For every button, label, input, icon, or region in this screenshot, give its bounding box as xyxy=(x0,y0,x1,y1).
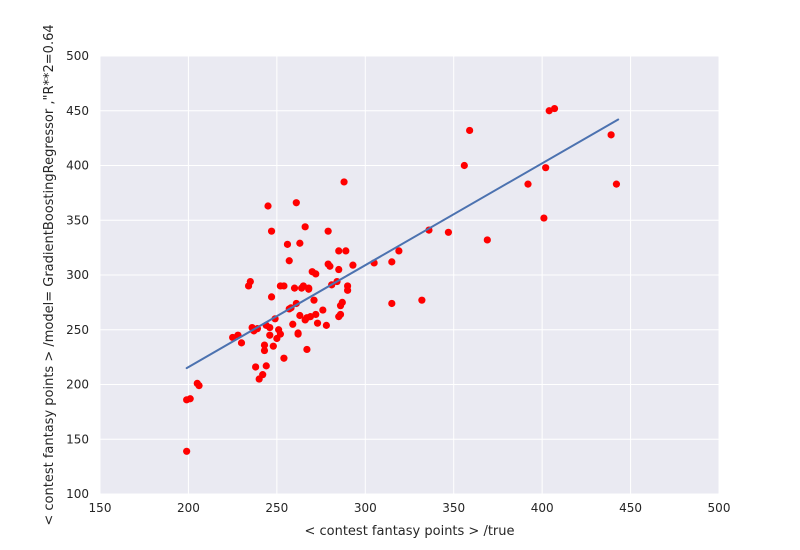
data-point xyxy=(344,286,352,294)
data-point xyxy=(186,395,194,403)
y-tick-label: 450 xyxy=(66,104,89,118)
data-point xyxy=(266,323,274,332)
data-point xyxy=(259,371,267,379)
data-point xyxy=(326,262,334,270)
x-tick-label: 350 xyxy=(442,501,465,515)
data-point xyxy=(340,178,348,186)
data-point xyxy=(267,227,276,235)
y-tick-label: 300 xyxy=(66,268,89,282)
x-tick-label: 400 xyxy=(531,501,554,515)
data-point xyxy=(305,284,313,292)
x-tick-label: 150 xyxy=(89,501,112,515)
data-point xyxy=(294,330,302,338)
data-point xyxy=(349,261,357,269)
data-point xyxy=(312,310,320,319)
data-point xyxy=(252,363,260,371)
regression-line-group xyxy=(185,118,620,370)
data-point xyxy=(246,277,254,286)
data-point xyxy=(388,299,396,308)
data-point xyxy=(540,214,548,222)
data-point xyxy=(460,161,468,170)
y-tick-label: 200 xyxy=(66,378,89,392)
data-point xyxy=(267,293,276,301)
data-point xyxy=(388,258,396,266)
y-tick-label: 100 xyxy=(66,487,89,501)
x-tick-label: 200 xyxy=(177,501,200,515)
x-tick-label: 500 xyxy=(708,501,731,515)
data-point xyxy=(466,126,474,135)
data-point xyxy=(550,104,559,113)
data-point xyxy=(313,319,322,327)
data-point xyxy=(336,310,345,319)
data-point xyxy=(395,247,403,255)
x-tick-label: 450 xyxy=(619,501,642,515)
data-point xyxy=(319,306,327,314)
x-tick-labels: 150 200 250 300 350 400 450 500 xyxy=(89,501,731,515)
data-point xyxy=(285,257,293,265)
data-point xyxy=(292,199,300,207)
data-point xyxy=(276,330,284,338)
y-tick-label: 500 xyxy=(66,49,89,63)
data-point xyxy=(324,227,332,235)
data-point xyxy=(524,180,532,188)
data-point xyxy=(262,362,270,370)
data-point xyxy=(283,240,292,248)
data-point xyxy=(290,284,299,292)
data-point xyxy=(280,354,288,362)
y-axis-label: < contest fantasy points > /model= Gradi… xyxy=(42,24,57,525)
data-points xyxy=(183,104,621,455)
data-point xyxy=(237,339,246,347)
data-point xyxy=(335,265,343,274)
x-tick-label: 300 xyxy=(354,501,377,515)
data-point xyxy=(195,381,203,390)
y-tick-label: 250 xyxy=(66,323,89,337)
data-point xyxy=(310,296,318,304)
data-point xyxy=(280,282,288,290)
data-point xyxy=(301,223,309,231)
data-point xyxy=(612,180,621,188)
x-tick-label: 250 xyxy=(265,501,288,515)
data-point xyxy=(322,321,330,329)
data-point xyxy=(266,331,274,339)
data-point xyxy=(338,298,346,306)
data-point xyxy=(183,447,191,455)
data-point xyxy=(335,247,343,255)
y-tick-label: 350 xyxy=(66,213,89,227)
data-point xyxy=(269,342,277,350)
data-point xyxy=(260,346,269,355)
data-point xyxy=(483,236,491,244)
y-tick-label: 150 xyxy=(66,432,89,446)
data-point xyxy=(289,320,297,328)
data-point xyxy=(260,341,269,349)
y-tick-labels: 100 150 200 250 300 350 400 450 500 xyxy=(66,49,89,501)
data-point xyxy=(296,311,304,320)
data-point xyxy=(607,131,615,139)
regression-line xyxy=(185,118,620,370)
x-axis-label: < contest fantasy points > /true xyxy=(304,524,514,539)
y-tick-label: 400 xyxy=(66,159,89,173)
data-point xyxy=(418,296,426,304)
data-point xyxy=(303,345,311,354)
data-point xyxy=(542,164,550,172)
data-point xyxy=(312,270,320,278)
data-point xyxy=(342,247,350,255)
data-point xyxy=(296,239,304,247)
data-point xyxy=(444,228,453,236)
gridlines xyxy=(99,55,720,495)
data-point xyxy=(264,202,272,210)
